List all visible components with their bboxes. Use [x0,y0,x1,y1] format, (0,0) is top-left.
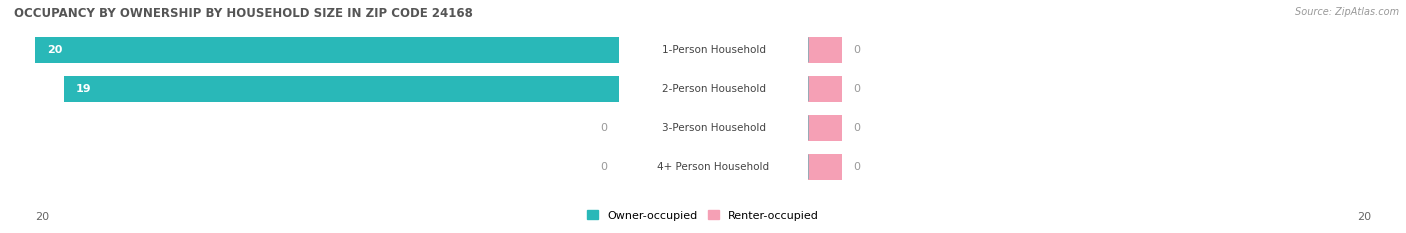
Text: 0: 0 [853,84,860,94]
FancyBboxPatch shape [786,38,808,62]
Text: 2-Person Household: 2-Person Household [662,84,765,94]
Text: 0: 0 [600,162,607,172]
Text: 0: 0 [853,162,860,172]
Bar [808,37,842,62]
Text: 3-Person Household: 3-Person Household [662,123,765,133]
FancyBboxPatch shape [617,34,810,66]
Text: 0: 0 [853,45,860,55]
Text: 20: 20 [35,212,49,222]
FancyBboxPatch shape [617,151,810,183]
Bar [808,76,842,102]
Text: 1-Person Household: 1-Person Household [662,45,765,55]
Legend: Owner-occupied, Renter-occupied: Owner-occupied, Renter-occupied [582,206,824,225]
Bar [808,154,842,180]
Text: Source: ZipAtlas.com: Source: ZipAtlas.com [1295,7,1399,17]
Text: 0: 0 [600,123,607,133]
FancyBboxPatch shape [617,112,810,144]
Bar [808,115,842,140]
Text: 20: 20 [1357,212,1371,222]
Text: 4+ Person Household: 4+ Person Household [658,162,769,172]
Text: 0: 0 [853,123,860,133]
Text: 20: 20 [46,45,62,55]
FancyBboxPatch shape [786,76,808,101]
FancyBboxPatch shape [617,73,810,105]
Text: OCCUPANCY BY OWNERSHIP BY HOUSEHOLD SIZE IN ZIP CODE 24168: OCCUPANCY BY OWNERSHIP BY HOUSEHOLD SIZE… [14,7,472,20]
Bar [35,37,619,62]
FancyBboxPatch shape [797,154,808,179]
Text: 19: 19 [76,84,91,94]
Bar [65,76,619,102]
FancyBboxPatch shape [797,116,808,140]
